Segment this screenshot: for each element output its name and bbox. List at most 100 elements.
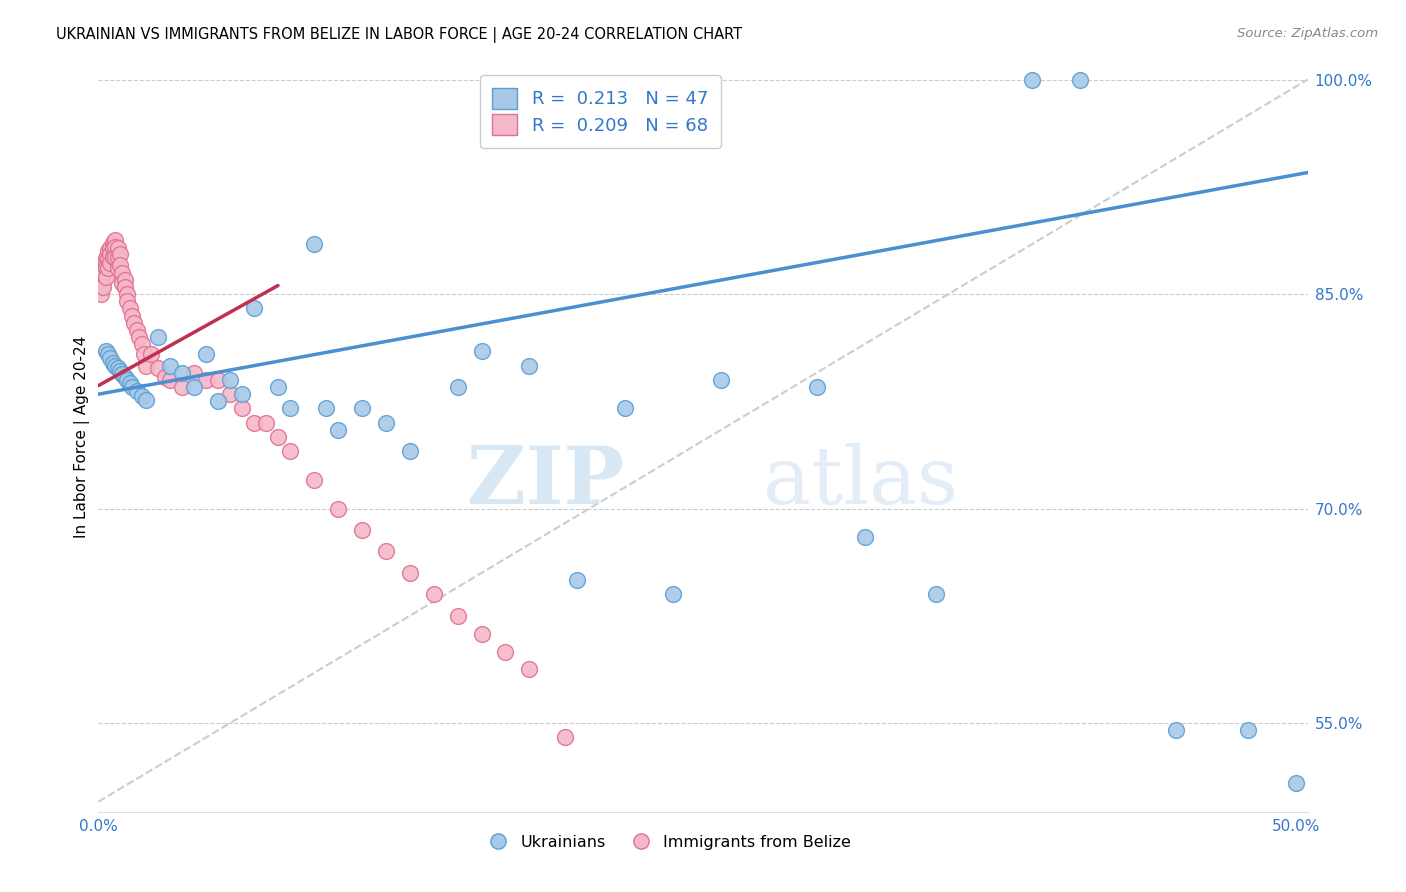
Point (243, 416, 266, 430)
Point (470, 627, 492, 641)
Point (148, 330, 170, 344)
Text: UKRAINIAN VS IMMIGRANTS FROM BELIZE IN LABOR FORCE | AGE 20-24 CORRELATION CHART: UKRAINIAN VS IMMIGRANTS FROM BELIZE IN L… (56, 27, 742, 43)
Point (350, 401, 373, 416)
Point (172, 366, 194, 380)
Point (108, 364, 131, 378)
Point (554, 731, 576, 745)
Point (219, 373, 242, 387)
Point (1236, 723, 1258, 738)
Point (131, 337, 153, 351)
Point (132, 347, 155, 361)
Point (495, 644, 517, 658)
Point (118, 301, 141, 316)
Point (614, 401, 637, 416)
Point (101, 235, 124, 250)
Point (1320, 738, 1343, 752)
Point (104, 250, 127, 264)
Point (278, 401, 301, 416)
Point (148, 361, 170, 376)
Point (219, 387, 242, 401)
Point (90, 287, 112, 301)
Point (115, 373, 138, 387)
Point (662, 587, 685, 601)
Point (350, 523, 373, 537)
Point (135, 359, 157, 373)
Point (91, 280, 114, 294)
Point (101, 250, 124, 264)
Point (267, 430, 290, 444)
Point (108, 247, 131, 261)
Point (101, 356, 124, 370)
Point (159, 373, 181, 387)
Point (100, 241, 122, 255)
Point (94, 269, 117, 284)
Point (243, 301, 266, 316)
Point (1069, 72, 1091, 87)
Point (139, 347, 162, 361)
Point (925, 587, 948, 601)
Point (97, 252, 120, 266)
Point (207, 394, 229, 409)
Point (111, 266, 134, 280)
Point (125, 384, 148, 399)
Point (108, 259, 131, 273)
Point (422, 587, 444, 601)
Point (254, 416, 277, 430)
Point (104, 359, 127, 373)
Point (90, 280, 112, 294)
Point (101, 241, 124, 255)
Point (710, 373, 733, 387)
Point (159, 359, 181, 373)
Point (853, 530, 876, 544)
Point (1284, 776, 1306, 790)
Point (111, 276, 134, 290)
Point (121, 380, 143, 394)
Point (100, 255, 122, 269)
Point (183, 366, 205, 380)
Point (231, 401, 253, 416)
Point (398, 444, 420, 458)
Point (302, 473, 325, 487)
Point (94, 261, 117, 276)
Point (398, 566, 420, 580)
Point (94, 252, 117, 266)
Text: atlas: atlas (763, 443, 959, 521)
Point (114, 370, 136, 384)
Point (107, 241, 129, 255)
Point (104, 240, 127, 254)
Point (114, 280, 136, 294)
Y-axis label: In Labor Force | Age 20-24: In Labor Force | Age 20-24 (75, 336, 90, 538)
Point (446, 608, 468, 623)
Point (374, 416, 396, 430)
Point (91, 259, 114, 273)
Point (125, 323, 148, 337)
Point (195, 373, 218, 387)
Point (97, 347, 120, 361)
Point (172, 380, 194, 394)
Point (315, 401, 337, 416)
Point (91, 266, 114, 280)
Point (326, 501, 349, 516)
Point (135, 392, 157, 407)
Point (155, 370, 177, 384)
Point (195, 347, 218, 361)
Point (1164, 723, 1187, 738)
Point (207, 373, 229, 387)
Point (470, 344, 492, 359)
Point (124, 316, 146, 330)
Point (111, 367, 134, 381)
Point (94, 259, 117, 273)
Point (90, 273, 112, 287)
Point (183, 380, 205, 394)
Point (100, 247, 122, 261)
Point (519, 359, 541, 373)
Point (374, 544, 396, 558)
Point (1309, 731, 1331, 745)
Text: Source: ZipAtlas.com: Source: ZipAtlas.com (1237, 27, 1378, 40)
Point (94, 344, 117, 359)
Point (97, 244, 120, 259)
Point (121, 309, 143, 323)
Point (107, 361, 129, 376)
Point (128, 330, 150, 344)
Point (806, 380, 828, 394)
